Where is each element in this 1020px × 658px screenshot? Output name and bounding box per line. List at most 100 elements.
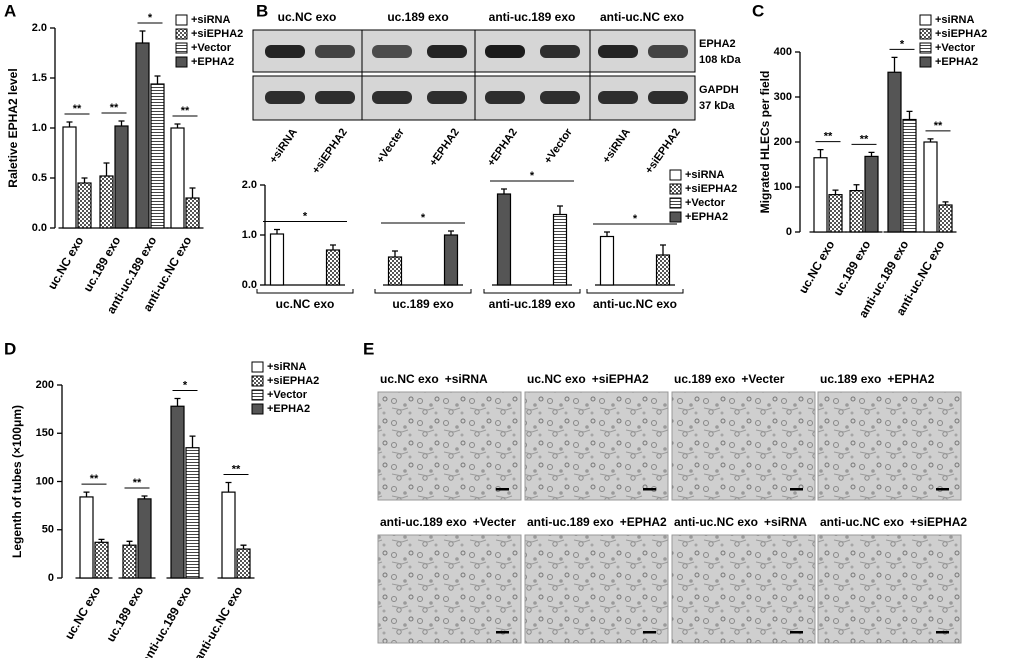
error-bar	[604, 231, 610, 237]
y-axis-label: Migrated HLECs per field	[758, 71, 772, 214]
scale-bar	[643, 488, 656, 491]
band	[648, 45, 688, 58]
band	[315, 91, 355, 104]
micrograph-treatment: +EPHA2	[887, 372, 934, 386]
bar	[135, 42, 150, 229]
band	[540, 91, 580, 104]
scale-bar	[790, 631, 803, 634]
legend-swatch	[175, 42, 188, 54]
panel-label: B	[256, 1, 268, 20]
bracket	[483, 289, 581, 294]
bracket	[256, 289, 354, 294]
significance-label: *	[900, 38, 905, 50]
legend-swatch	[251, 375, 264, 387]
significance-label: **	[181, 105, 190, 117]
bar	[552, 213, 568, 286]
band	[485, 91, 525, 104]
y-tick-label: 300	[774, 91, 792, 103]
band	[485, 45, 525, 58]
significance-label: **	[90, 473, 99, 485]
error-bar	[118, 120, 125, 126]
y-tick-label: 0.0	[242, 279, 257, 291]
micrographs: Euc.NC exo +siRNA uc.NC exo +siEPHA2 uc.189 …	[363, 339, 967, 644]
lane-label: +siEPHA2	[310, 127, 350, 177]
error-bar	[189, 187, 196, 198]
bar	[150, 83, 165, 229]
y-tick-label: 0	[48, 572, 54, 584]
legend-label: +Vector	[191, 42, 232, 54]
band	[372, 91, 412, 104]
error-bar	[66, 121, 73, 127]
bar	[849, 190, 864, 233]
error-bar	[174, 397, 181, 407]
error-bar	[189, 435, 196, 448]
bar	[185, 447, 200, 579]
micrograph-group: uc.189 exo	[674, 372, 735, 386]
legend-label: +siRNA	[267, 361, 306, 373]
legend-label: +siEPHA2	[191, 28, 243, 40]
error-bar	[83, 491, 90, 497]
bar	[99, 175, 114, 229]
error-bar	[906, 110, 913, 120]
scale-bar	[496, 631, 509, 634]
y-tick-label: 50	[42, 524, 54, 536]
error-bar	[817, 149, 824, 158]
legend-swatch	[669, 183, 682, 195]
lane-label: +siRNA	[600, 126, 632, 165]
significance-label: **	[934, 120, 943, 132]
significance-label: *	[148, 12, 153, 24]
significance-label: *	[633, 213, 638, 225]
legend-label: +siEPHA2	[685, 183, 737, 195]
bar	[828, 194, 843, 233]
band	[540, 45, 580, 58]
micrograph-caption: anti-uc.189 exo +EPHA2	[527, 515, 667, 529]
y-axis-label: Raletive EPHA2 level	[6, 68, 20, 187]
bar	[655, 254, 671, 286]
micrograph-treatment: +EPHA2	[620, 515, 667, 529]
error-bar	[927, 138, 934, 142]
micrograph-caption: uc.NC exo +siRNA	[380, 372, 488, 386]
significance-label: *	[530, 170, 535, 182]
legend-label: +siEPHA2	[935, 28, 987, 40]
error-bar	[891, 56, 898, 73]
bar	[170, 405, 185, 579]
x-tick-label: uc.NC exo	[796, 238, 837, 296]
bar	[923, 141, 938, 233]
significance-label: *	[303, 210, 308, 222]
micrograph	[377, 534, 522, 644]
y-tick-label: 1.0	[242, 229, 257, 241]
error-bar	[81, 177, 88, 183]
micrograph	[671, 391, 816, 501]
band	[598, 45, 638, 58]
bar	[813, 157, 828, 233]
legend-label: +siRNA	[191, 14, 230, 26]
y-tick-label: 0	[786, 226, 792, 238]
y-tick-label: 0.5	[32, 172, 47, 184]
band	[598, 91, 638, 104]
legend-label: +EPHA2	[935, 56, 978, 68]
legend-label: +siEPHA2	[267, 375, 319, 387]
error-bar	[274, 228, 280, 234]
significance-label: **	[73, 103, 82, 115]
band	[265, 45, 305, 58]
blot-group-label: uc.NC exo	[278, 10, 337, 24]
x-tick-label: uc.NC exo	[276, 297, 335, 311]
micrograph	[524, 534, 669, 644]
x-tick-label: uc.189 exo	[831, 238, 874, 298]
legend-swatch	[919, 28, 932, 40]
micrograph-group: uc.189 exo	[820, 372, 881, 386]
significance-label: **	[232, 463, 241, 475]
micrograph-treatment: +siEPHA2	[910, 515, 967, 529]
band	[427, 45, 467, 58]
error-bar	[557, 205, 563, 215]
error-bar	[501, 188, 507, 194]
bar	[443, 234, 459, 286]
micrograph-group: uc.NC exo	[527, 372, 586, 386]
error-bar	[154, 75, 161, 84]
micrograph-caption: anti-uc.NC exo +siEPHA2	[820, 515, 967, 529]
legend-label: +EPHA2	[191, 56, 234, 68]
micrograph-treatment: +siRNA	[764, 515, 807, 529]
bar	[221, 491, 236, 579]
scale-bar	[496, 488, 509, 491]
x-tick-label: anti-uc.189 exo	[489, 297, 576, 311]
